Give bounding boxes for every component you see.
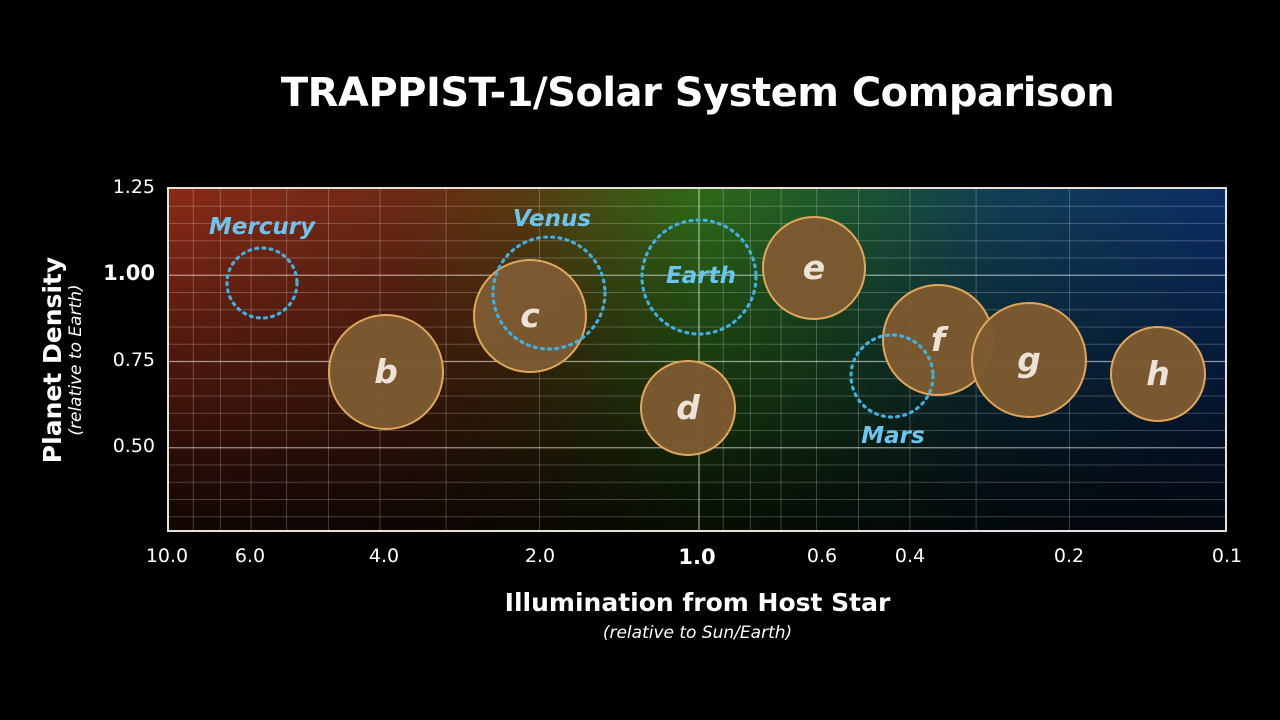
y-tick-0.50: 0.50 bbox=[112, 435, 155, 457]
x-tick-0.1: 0.1 bbox=[1211, 545, 1243, 567]
solar-planet-mercury-circle bbox=[225, 246, 299, 320]
chart-title: TRAPPIST-1/Solar System Comparison bbox=[280, 70, 1115, 116]
y-tick-1.00: 1.00 bbox=[103, 261, 155, 285]
y-tick-1.25: 1.25 bbox=[112, 176, 155, 198]
planet-h-label: h bbox=[1146, 354, 1170, 393]
x-tick-0.4: 0.4 bbox=[894, 545, 926, 567]
planet-b-circle bbox=[328, 314, 444, 430]
x-axis-subtitle: (relative to Sun/Earth) bbox=[602, 623, 793, 643]
x-tick-0.6: 0.6 bbox=[806, 545, 838, 567]
solar-planet-mercury-label: Mercury bbox=[209, 214, 316, 240]
x-tick-10.0: 10.0 bbox=[145, 545, 189, 567]
trappist-planets: b c d e f g h bbox=[328, 216, 1206, 456]
x-tick-6.0: 6.0 bbox=[234, 545, 266, 567]
solar-planet-venus-label: Venus bbox=[513, 206, 591, 232]
plot-area: b c d e f g h Mercury Venus Earth Mars bbox=[167, 187, 1227, 532]
x-tick-2.0: 2.0 bbox=[524, 545, 556, 567]
plot-overlay: b c d e f g h Mercury Venus Earth Mars bbox=[169, 189, 1225, 530]
planet-f-label: f bbox=[931, 320, 949, 359]
y-axis-title: Planet Density bbox=[38, 256, 67, 464]
planet-e-label: e bbox=[803, 248, 825, 287]
planet-b-label: b bbox=[374, 352, 398, 391]
solar-planet-earth-label: Earth bbox=[666, 263, 736, 289]
solar-system-planets bbox=[225, 218, 758, 336]
y-axis-label: Planet Density (relative to Earth) bbox=[38, 256, 86, 464]
planet-h-circle bbox=[1110, 326, 1206, 422]
x-tick-1.0: 1.0 bbox=[678, 545, 716, 569]
planet-e-circle bbox=[762, 216, 866, 320]
planet-g-label: g bbox=[1017, 340, 1041, 379]
planet-c-circle bbox=[473, 259, 587, 373]
planet-g-circle bbox=[971, 302, 1087, 418]
solar-planet-venus-circle bbox=[491, 235, 607, 351]
x-axis-title: Illumination from Host Star bbox=[504, 588, 891, 617]
solar-planet-mars-circle bbox=[849, 333, 935, 419]
planet-c-label: c bbox=[520, 296, 540, 335]
x-tick-4.0: 4.0 bbox=[368, 545, 400, 567]
solar-system-labels: Mercury Venus Earth Mars bbox=[209, 206, 925, 449]
planet-d-label: d bbox=[676, 388, 700, 427]
y-axis-subtitle: (relative to Earth) bbox=[66, 284, 86, 436]
x-tick-0.2: 0.2 bbox=[1053, 545, 1085, 567]
y-tick-0.75: 0.75 bbox=[112, 349, 155, 371]
solar-planet-mars-label: Mars bbox=[861, 423, 924, 449]
planet-d-circle bbox=[640, 360, 736, 456]
solar-planet-earth-circle bbox=[640, 218, 758, 336]
